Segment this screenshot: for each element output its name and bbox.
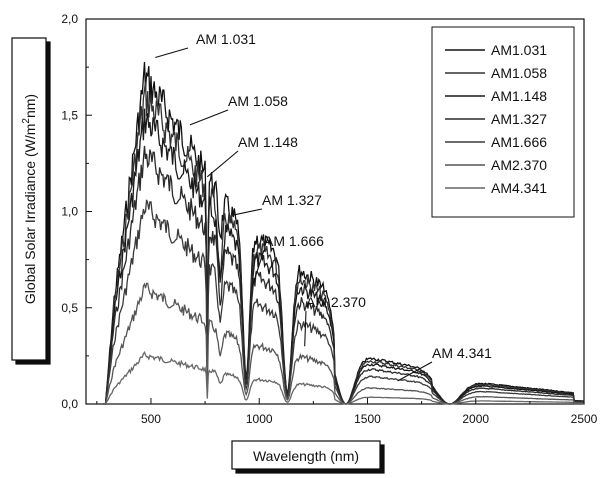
legend-label: AM4.341 <box>491 180 547 196</box>
y-tick-label: 2,0 <box>61 12 78 26</box>
legend-label: AM1.148 <box>491 88 547 104</box>
annotation-leader <box>206 150 239 178</box>
annotation-leader <box>155 47 189 59</box>
x-tick-label: 2500 <box>571 412 598 426</box>
annotation-label: AM 1.148 <box>238 134 298 150</box>
legend-box <box>431 26 575 218</box>
y-axis-title <box>11 37 47 361</box>
ticks-layer: 500 1000 1500 2000 2500 0,0 0,5 1,0 1,5 2,0 <box>61 12 597 426</box>
x-axis-title-box <box>231 440 381 470</box>
x-axis-title <box>231 440 381 470</box>
x-tick-label: 1500 <box>354 412 381 426</box>
series-layer <box>103 61 585 405</box>
legend-label: AM2.370 <box>491 157 547 173</box>
y-tick-label: 0,0 <box>61 397 78 411</box>
x-axis-title-text: Wavelength (nm) <box>253 448 359 464</box>
annotation-leader <box>397 361 433 382</box>
legend-label: AM1.327 <box>491 111 547 127</box>
x-tick-label: 2000 <box>462 412 489 426</box>
annotation-leader <box>304 310 307 347</box>
annotation-label: AM 2.370 <box>306 294 366 310</box>
legend-label: AM1.666 <box>491 134 547 150</box>
annotation-leader <box>189 109 229 126</box>
annotation-label: AM 4.341 <box>432 345 492 361</box>
annotation-label: AM 1.058 <box>228 93 288 109</box>
y-tick-label: 1,0 <box>61 205 78 219</box>
legend: AM1.031 AM1.058 AM1.148 AM1.327 AM1.666 AM2.3… <box>431 26 575 218</box>
y-axis-title-box <box>11 37 47 361</box>
annotations-layer: AM 1.031 AM 1.058 AM 1.148 AM 1.327 AM 1.666… <box>155 31 492 382</box>
legend-label: AM1.058 <box>491 65 547 81</box>
annotation-label: AM 1.666 <box>264 233 324 249</box>
x-tick-label: 500 <box>141 412 161 426</box>
legend-label: AM1.031 <box>491 42 547 58</box>
y-axis-title-text: Global Solar Irradiance (W/m2nm) <box>21 94 38 304</box>
series-line-am4-341 <box>103 350 585 405</box>
annotation-label: AM 1.031 <box>196 31 256 47</box>
x-tick-label: 1000 <box>246 412 273 426</box>
annotation-label: AM 1.327 <box>262 192 322 208</box>
y-tick-label: 1,5 <box>61 108 78 122</box>
annotation-leader <box>251 249 265 289</box>
y-tick-label: 0,5 <box>61 301 78 315</box>
annotation-leader <box>232 208 263 216</box>
